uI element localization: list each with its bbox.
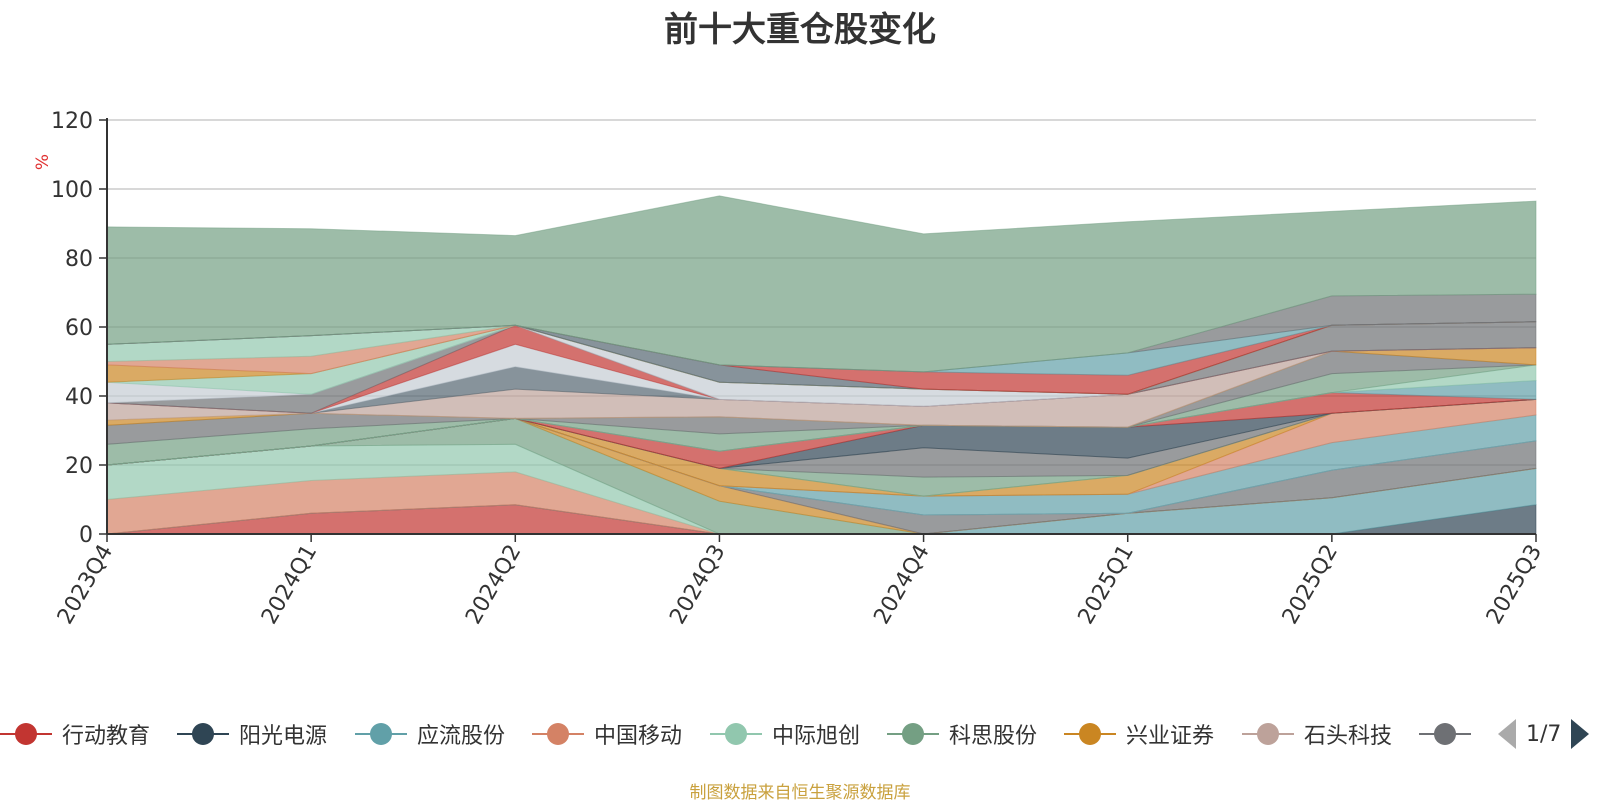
chart-title: 前十大重仓股变化 [664, 10, 936, 50]
triangle-left-icon[interactable] [1498, 719, 1516, 749]
legend-label: 石头科技 [1304, 724, 1393, 749]
legend-label: 中际旭创 [772, 724, 861, 749]
legend: 行动教育 阳光电源 应流股份 中国移动 中际旭创 科思股份 兴业证券 石头科技 义 [0, 712, 1480, 756]
legend-item[interactable]: 兴业证券 [1064, 712, 1214, 756]
y-tick-label: 100 [51, 178, 93, 203]
legend-label: 应流股份 [417, 724, 506, 749]
legend-label: 科思股份 [949, 724, 1038, 749]
legend-label: 中国移动 [594, 724, 683, 749]
y-tick-label: 20 [65, 454, 93, 479]
legend-label: 阳光电源 [239, 724, 328, 749]
circle-marker-icon [1064, 722, 1116, 746]
circle-marker-icon [177, 722, 229, 746]
legend-page-indicator: 1/7 [1526, 721, 1562, 747]
x-tick-label: 2025Q3 [1482, 541, 1547, 629]
x-tick-label: 2023Q4 [53, 541, 118, 629]
x-tick-label: 2024Q3 [665, 541, 730, 629]
legend-item[interactable]: 行动教育 [0, 712, 150, 756]
circle-marker-icon [0, 722, 52, 746]
x-tick-label: 2025Q1 [1074, 541, 1139, 629]
y-tick-label: 0 [79, 523, 93, 548]
area-其他 [106, 195, 1537, 373]
legend-pager: 1/7 [1498, 716, 1590, 752]
y-axis-label: % [33, 154, 53, 170]
x-tick-label: 2024Q2 [461, 541, 526, 629]
y-tick-label: 40 [65, 385, 93, 410]
circle-marker-icon [887, 722, 939, 746]
legend-label: 兴业证券 [1126, 724, 1215, 749]
legend-item[interactable]: 义 [1419, 712, 1480, 756]
x-tick-label: 2024Q4 [869, 541, 934, 629]
circle-marker-icon [1242, 722, 1294, 746]
y-tick-label: 80 [65, 247, 93, 272]
circle-marker-icon [532, 722, 584, 746]
legend-item[interactable]: 中际旭创 [710, 712, 860, 756]
series-layer [106, 195, 1537, 535]
x-tick-label: 2024Q1 [257, 541, 322, 629]
source-note: 制图数据来自恒生聚源数据库 [689, 783, 911, 803]
circle-marker-icon [1419, 722, 1471, 746]
y-tick-label: 60 [65, 316, 93, 341]
circle-marker-icon [710, 722, 762, 746]
y-tick-label: 120 [51, 109, 93, 134]
legend-item[interactable]: 应流股份 [355, 712, 505, 756]
legend-label: 行动教育 [62, 724, 151, 749]
x-tick-label: 2025Q2 [1278, 541, 1343, 629]
legend-item[interactable]: 石头科技 [1242, 712, 1392, 756]
triangle-right-icon[interactable] [1571, 719, 1590, 749]
legend-item[interactable]: 阳光电源 [177, 712, 327, 756]
circle-marker-icon [355, 722, 407, 746]
legend-item[interactable]: 科思股份 [887, 712, 1037, 756]
legend-item[interactable]: 中国移动 [532, 712, 682, 756]
